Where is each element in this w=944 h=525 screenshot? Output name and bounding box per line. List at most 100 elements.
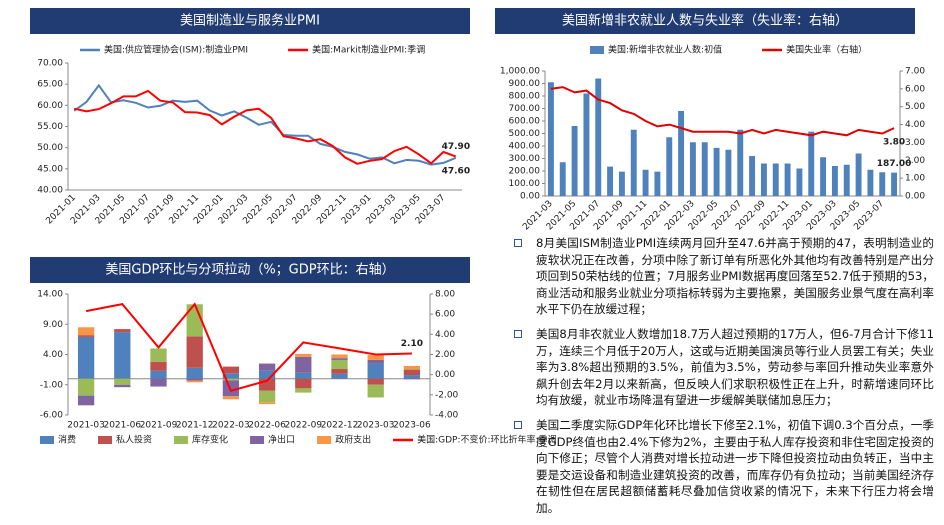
y-tick-label: 4.00 bbox=[43, 350, 63, 360]
bar bbox=[367, 363, 384, 379]
legend-swatch bbox=[174, 436, 189, 444]
bar bbox=[295, 353, 312, 357]
y-tick-label: 55.00 bbox=[37, 122, 63, 132]
y2-tick-label: 0.00 bbox=[905, 192, 925, 202]
bar bbox=[295, 388, 312, 393]
bar bbox=[77, 336, 95, 379]
line bbox=[85, 302, 412, 393]
bullet: 美国二季度实际GDP年化环比增长下修至2.1%，初值下调0.3个百分点，一季度G… bbox=[510, 417, 934, 517]
bar bbox=[77, 395, 95, 406]
y-tick-label: 65.00 bbox=[37, 80, 63, 90]
bar bbox=[114, 384, 131, 388]
bar bbox=[367, 378, 384, 385]
y-tick-label: 400.00 bbox=[509, 142, 541, 152]
title-bar bbox=[495, 8, 915, 34]
bar bbox=[77, 327, 95, 336]
bar bbox=[713, 147, 720, 196]
legend-label: 美国:GDP:不变价:环比折年率:季调 bbox=[417, 434, 556, 446]
y2-tick-label: 5.00 bbox=[905, 102, 925, 112]
legend-label: 库存变化 bbox=[192, 434, 228, 446]
value-label: 2.10 bbox=[401, 339, 423, 349]
bar bbox=[642, 169, 649, 196]
bar bbox=[891, 172, 898, 196]
bar bbox=[571, 126, 578, 196]
bar bbox=[607, 166, 614, 196]
bar bbox=[331, 369, 348, 374]
value-label: 3.80 bbox=[883, 138, 905, 148]
value-label: 47.60 bbox=[442, 166, 470, 176]
legend-swatch bbox=[317, 436, 332, 444]
bar bbox=[367, 355, 384, 360]
legend-label: 私人投资 bbox=[116, 434, 152, 446]
x-tick-label: 2022-06 bbox=[248, 421, 286, 431]
y2-tick-label: 2.00 bbox=[905, 156, 925, 166]
bar bbox=[222, 373, 240, 379]
y2-tick-label: 2.00 bbox=[435, 350, 455, 360]
legend-swatch bbox=[98, 436, 113, 444]
bar bbox=[222, 366, 240, 374]
line bbox=[73, 83, 457, 166]
bar bbox=[784, 163, 791, 196]
bar bbox=[331, 373, 348, 379]
bullet: 美国8月非农就业人数增加18.7万人超过预期的17万人，但6-7月合计下修11万… bbox=[510, 326, 934, 409]
bar bbox=[186, 380, 203, 383]
bar bbox=[258, 390, 276, 403]
bar bbox=[772, 163, 779, 196]
bullet: 8月美国ISM制造业PMI连续两月回升至47.6并高于预期的47，表明制造业的疲… bbox=[510, 235, 934, 318]
bar bbox=[114, 378, 131, 385]
y2-tick-label: -4.00 bbox=[435, 411, 459, 421]
y2-tick-label: 6.00 bbox=[435, 310, 455, 320]
y-tick-label: 200.00 bbox=[509, 167, 541, 177]
y-tick-label: 600.00 bbox=[509, 117, 541, 127]
y2-tick-label: 7.00 bbox=[905, 67, 925, 77]
y2-tick-label: 1.00 bbox=[905, 174, 925, 184]
bar bbox=[150, 370, 167, 379]
bar bbox=[403, 378, 421, 380]
legend-label: 消费 bbox=[58, 434, 76, 446]
bar bbox=[258, 363, 276, 371]
bar bbox=[331, 359, 348, 370]
bar bbox=[258, 402, 276, 405]
bar bbox=[114, 332, 131, 379]
y2-tick-label: 0.00 bbox=[435, 370, 455, 380]
value-label: 187.00 bbox=[877, 159, 912, 169]
bar bbox=[331, 358, 348, 360]
title-bar bbox=[30, 8, 470, 34]
bar bbox=[114, 329, 131, 333]
x-tick-label: 2022-12 bbox=[321, 421, 359, 431]
bar bbox=[150, 378, 167, 387]
x-tick-label: 2022-03 bbox=[212, 421, 250, 431]
bar bbox=[295, 378, 312, 389]
legend-label: 净出口 bbox=[268, 434, 295, 446]
bar bbox=[403, 365, 421, 370]
bar bbox=[749, 156, 756, 196]
y-tick-label: 9.00 bbox=[43, 320, 63, 330]
bar bbox=[843, 164, 850, 196]
line bbox=[550, 86, 895, 137]
y2-tick-label: 8.00 bbox=[435, 290, 455, 300]
bar bbox=[760, 163, 767, 196]
bar bbox=[77, 378, 95, 396]
bar bbox=[820, 157, 827, 196]
bar bbox=[367, 359, 384, 364]
bar bbox=[186, 336, 203, 368]
bar bbox=[77, 335, 95, 337]
y-tick-label: 50.00 bbox=[37, 143, 63, 153]
x-tick-label: 2021-06 bbox=[103, 421, 141, 431]
legend-label: 美国:新增非农就业人数:初值 bbox=[608, 44, 722, 56]
bar bbox=[367, 384, 384, 398]
y-tick-label: 45.00 bbox=[37, 164, 63, 174]
bar bbox=[222, 396, 240, 400]
legend-swatch bbox=[40, 436, 54, 444]
bar bbox=[403, 369, 421, 376]
x-tick-label: 2023-06 bbox=[393, 421, 431, 431]
page: {"chart_data":[ {"type":"line","title":"… bbox=[30, 8, 934, 515]
y-tick-label: 1,000.00 bbox=[500, 67, 540, 77]
y2-tick-label: 6.00 bbox=[905, 84, 925, 94]
y2-tick-label: 3.00 bbox=[905, 138, 925, 148]
bar bbox=[403, 375, 421, 379]
bar bbox=[701, 142, 708, 196]
bar bbox=[618, 171, 625, 196]
bar bbox=[222, 378, 240, 381]
chart-title: 美国新增非农就业人数与失业率（失业率：右轴） bbox=[562, 13, 848, 29]
